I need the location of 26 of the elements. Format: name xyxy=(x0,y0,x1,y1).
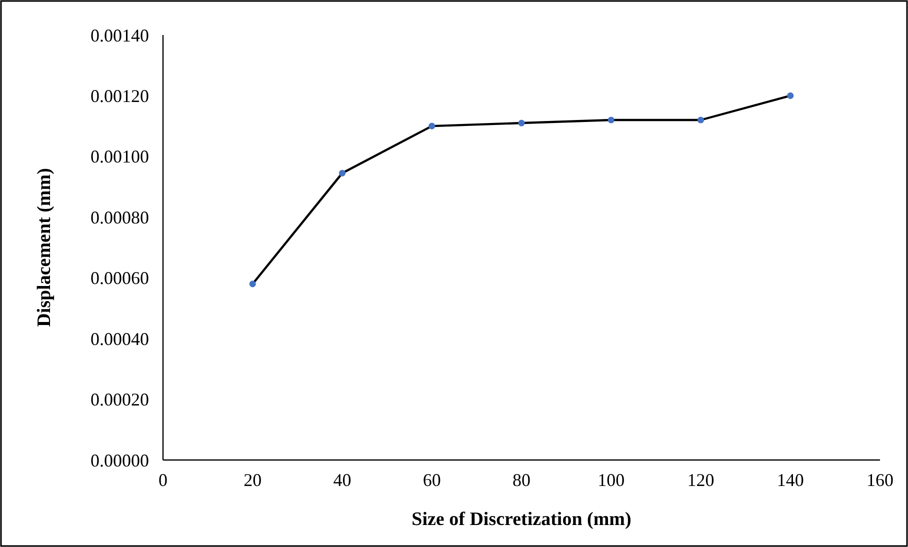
y-axis-title: Displacement (mm) xyxy=(34,168,55,327)
y-tick-label: 0.00060 xyxy=(90,268,149,288)
y-tick-label: 0.00080 xyxy=(90,207,149,228)
x-tick-label: 100 xyxy=(598,470,625,490)
y-tick-label: 0.00140 xyxy=(90,25,149,46)
y-tick-label: 0.00100 xyxy=(90,146,149,167)
x-tick-label: 160 xyxy=(866,470,894,490)
y-tick-label: 0.00120 xyxy=(90,86,149,106)
point xyxy=(697,116,704,124)
y-tick-label: 0.00020 xyxy=(90,390,149,410)
point xyxy=(338,170,346,176)
x-axis-title: Size of Discretization (mm) xyxy=(412,509,632,530)
x-tick-label: 40 xyxy=(333,470,352,490)
x-tick-label: 20 xyxy=(244,470,262,490)
point xyxy=(428,122,436,130)
x-tick-label: 0 xyxy=(158,470,168,490)
x-tick-label: 140 xyxy=(776,470,804,490)
point xyxy=(608,116,614,124)
point xyxy=(787,92,794,99)
x-tick-label: 120 xyxy=(687,470,714,490)
y-tick-label: 0.00000 xyxy=(90,450,149,470)
point xyxy=(518,120,525,126)
point xyxy=(249,280,256,288)
x-tick-label: 80 xyxy=(512,470,530,490)
x-tick-label: 60 xyxy=(422,470,441,490)
y-tick-label: 0.00040 xyxy=(90,328,149,349)
